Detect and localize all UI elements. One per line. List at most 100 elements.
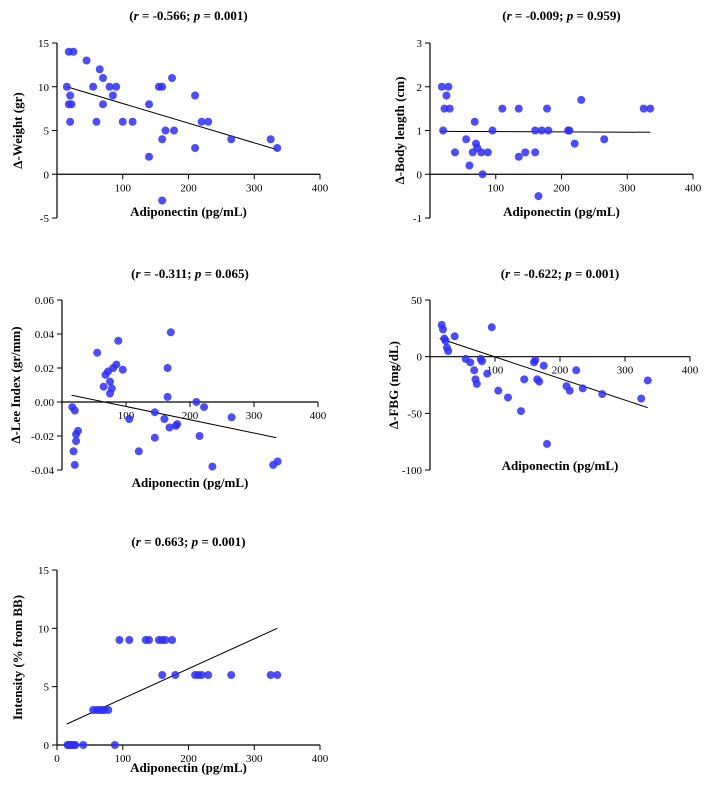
data-point — [450, 332, 459, 341]
data-point — [639, 104, 648, 113]
x-axis-label: Adiponectin (pg/mL) — [130, 204, 247, 219]
data-point — [531, 126, 540, 135]
x-tick-label: 400 — [685, 182, 702, 194]
data-point — [191, 91, 200, 100]
data-point — [110, 741, 119, 749]
chart-1: (r = -0.566; p = 0.001) -5 0 5 10 15 100 200 300… — [10, 8, 329, 225]
chart-title: (r = -0.311; p = 0.065) — [131, 266, 249, 281]
y-axis-label: Intensity (% from BB) — [10, 595, 25, 720]
data-point — [158, 82, 167, 91]
data-point — [71, 741, 80, 749]
data-point — [134, 447, 143, 456]
data-point — [578, 384, 587, 393]
y-tick-label: -1 — [413, 213, 422, 225]
data-point — [227, 671, 236, 679]
data-point — [531, 148, 540, 157]
data-point — [171, 671, 180, 679]
data-point — [115, 636, 124, 644]
data-point — [158, 135, 167, 144]
x-axis-label: Adiponectin (pg/mL) — [130, 760, 247, 775]
x-tick-label: 300 — [246, 753, 263, 765]
y-tick-label: 15 — [38, 565, 50, 577]
data-point — [104, 706, 113, 714]
data-point — [439, 325, 447, 334]
y-tick-label: 0 — [417, 169, 423, 181]
regression-line — [439, 338, 648, 409]
data-point — [105, 82, 114, 91]
data-point — [106, 377, 114, 386]
data-point — [520, 375, 529, 384]
x-tick-label: 200 — [180, 753, 197, 765]
data-point — [470, 366, 479, 375]
y-axis-label: Δ-Lee Index (gr/mm) — [8, 326, 23, 443]
data-point — [145, 152, 154, 161]
data-point — [478, 170, 487, 179]
y-tick-label: 0 — [417, 352, 423, 364]
data-point — [535, 377, 544, 386]
y-tick-label: 2 — [417, 82, 423, 94]
chart-title: (r = -0.622; p = 0.001) — [501, 266, 619, 281]
chart-3: (r = -0.311; p = 0.065) -0.04 -0.02 0.00 0.0… — [8, 266, 327, 490]
data-point — [543, 104, 552, 113]
chart-title: (r = -0.009; p = 0.959) — [502, 8, 620, 23]
data-point — [477, 148, 486, 157]
x-tick-label: 100 — [488, 182, 505, 194]
data-point — [173, 420, 182, 429]
data-point — [478, 357, 486, 366]
data-point — [112, 82, 121, 91]
data-point — [128, 117, 137, 126]
data-point — [487, 323, 496, 332]
data-point — [66, 117, 75, 126]
data-point — [168, 636, 177, 644]
y-tick-label: 0.06 — [35, 295, 55, 307]
data-point — [466, 358, 475, 367]
data-point — [197, 117, 206, 126]
data-point — [165, 423, 174, 432]
data-point — [273, 671, 282, 679]
data-point — [483, 148, 492, 157]
data-point — [534, 192, 543, 201]
x-axis-label: Adiponectin (pg/mL) — [132, 475, 249, 490]
data-point — [600, 135, 609, 144]
data-point — [163, 364, 172, 372]
data-point — [494, 386, 503, 395]
data-point — [450, 148, 459, 157]
data-point — [598, 390, 607, 399]
x-tick-label: 200 — [552, 365, 569, 377]
data-point — [161, 636, 170, 644]
data-point — [266, 135, 275, 144]
data-point — [514, 152, 523, 161]
data-point — [444, 347, 453, 355]
y-axis-label: Δ-Body length (cm) — [392, 77, 407, 185]
y-tick-label: 0.02 — [35, 363, 54, 375]
data-point — [544, 126, 553, 135]
y-tick-label: -100 — [402, 465, 423, 477]
data-point — [437, 82, 446, 91]
data-point — [442, 91, 451, 100]
x-tick-label: 300 — [617, 365, 634, 377]
data-point — [62, 82, 71, 91]
data-point — [170, 126, 179, 135]
data-point — [441, 336, 450, 345]
data-point — [92, 117, 101, 126]
data-point — [514, 104, 523, 113]
y-tick-label: 3 — [417, 38, 423, 50]
chart-title: (r = -0.566; p = 0.001) — [129, 8, 247, 23]
y-tick-label: -0.04 — [31, 465, 54, 477]
data-point — [168, 74, 177, 82]
data-point — [204, 671, 213, 679]
data-point — [273, 457, 282, 466]
data-point — [208, 462, 217, 471]
y-tick-label: 0 — [44, 740, 50, 752]
y-tick-label: 15 — [38, 38, 50, 50]
data-point — [112, 360, 121, 369]
data-point — [93, 348, 102, 357]
data-point — [204, 117, 213, 126]
regression-line — [66, 86, 278, 151]
data-point — [70, 406, 79, 415]
x-tick-label: 100 — [115, 753, 132, 765]
data-point — [577, 95, 586, 104]
data-point — [125, 636, 134, 644]
y-tick-label: 10 — [38, 623, 50, 635]
data-point — [273, 144, 282, 152]
